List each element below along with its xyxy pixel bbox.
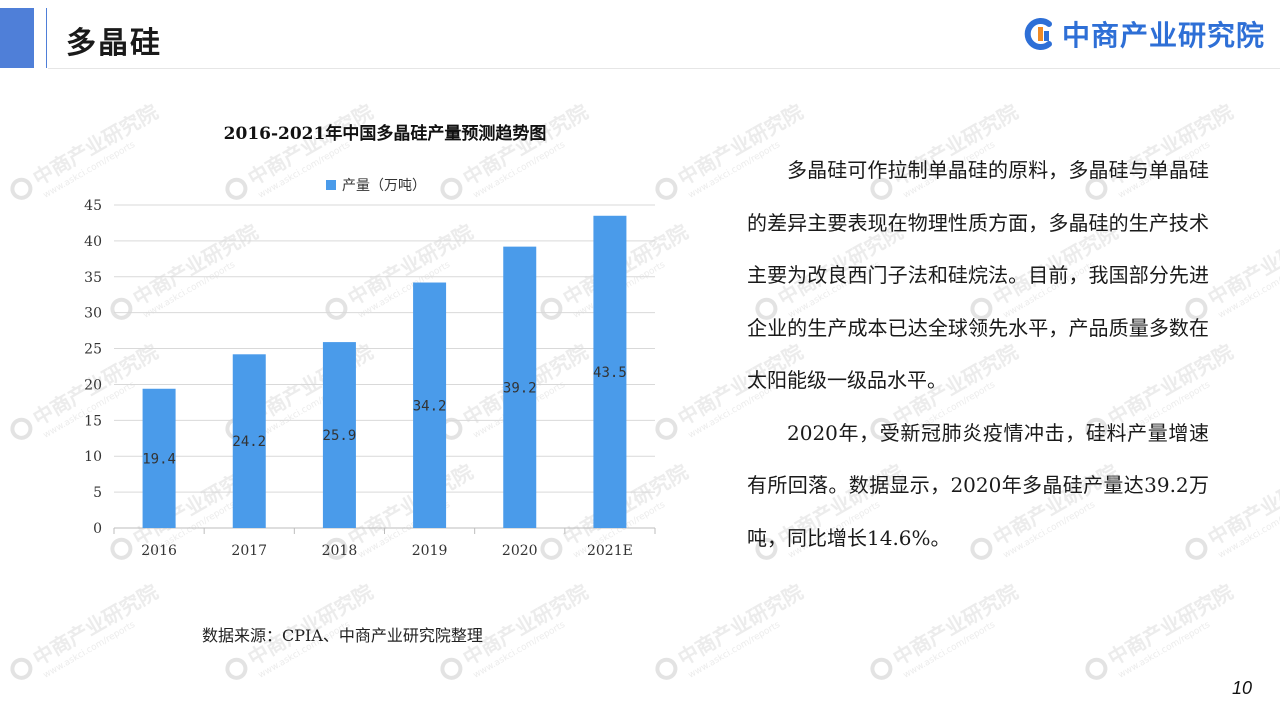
bar-chart: 产量（万吨） 0 5 10 15 20 25 30 35 40 45 19.4 2016 24.2 2017…: [84, 178, 656, 559]
watermark-url: www.askci.com/reports: [1117, 620, 1213, 681]
legend-label: 产量（万吨）: [342, 178, 426, 194]
watermark-url: www.askci.com/reports: [902, 620, 998, 681]
x-tick-label: 2019: [412, 543, 448, 559]
chart-legend: 产量（万吨）: [326, 178, 426, 194]
x-tick-label: 2018: [322, 543, 358, 559]
watermark-logo-icon: [870, 657, 893, 680]
bar-2019: [413, 282, 447, 528]
y-tick-label: 10: [84, 449, 102, 465]
bar-2020: [503, 246, 537, 528]
data-label: 34.2: [413, 398, 447, 414]
watermark-text: 中商产业研究院: [1104, 580, 1237, 671]
brand-logo-text: 中商产业研究院: [1062, 19, 1266, 52]
bar-2018: [322, 342, 356, 528]
watermark-url: www.askci.com/reports: [472, 620, 568, 681]
title-accent-bar: [0, 8, 34, 68]
watermark-logo-icon: [655, 657, 678, 680]
legend-swatch: [326, 180, 336, 190]
paragraph-1: 多晶硅可作拉制单晶硅的原料，多晶硅与单晶硅的差异主要表现在物理性质方面，多晶硅的…: [747, 158, 1209, 392]
watermark-url: www.askci.com/reports: [1217, 260, 1280, 321]
x-tick-label: 2016: [141, 543, 177, 559]
x-tick-label: 2021E: [587, 543, 633, 559]
bar-2016: [142, 388, 176, 528]
brand-logo: 中商产业研究院: [1022, 14, 1265, 54]
watermark-url: www.askci.com/reports: [687, 620, 783, 681]
bar-2017: [232, 354, 266, 528]
data-label: 24.2: [232, 434, 266, 450]
data-label: 39.2: [503, 380, 537, 396]
data-label: 25.9: [323, 428, 357, 444]
y-tick-label: 45: [84, 198, 102, 214]
x-tick-label: 2020: [502, 543, 538, 559]
source-note: 数据来源：CPIA、中商产业研究院整理: [202, 626, 483, 645]
watermark-logo-icon: [440, 657, 463, 680]
y-tick-label: 5: [93, 485, 102, 501]
title-separator: [46, 8, 47, 68]
watermark-logo-icon: [10, 657, 33, 680]
watermark-url: www.askci.com/reports: [42, 620, 138, 681]
page-title: 多晶硅: [66, 26, 162, 61]
watermark-logo-icon: [225, 657, 248, 680]
brand-logo-icon: [1024, 18, 1052, 50]
header-divider: [48, 68, 1280, 69]
x-tick-label: 2017: [231, 543, 267, 559]
watermark-url: www.askci.com/reports: [1217, 500, 1280, 561]
data-label: 43.5: [593, 365, 627, 381]
y-tick-label: 30: [84, 306, 102, 322]
watermark-text: 中商产业研究院: [889, 580, 1022, 671]
paragraph-2: 2020年，受新冠肺炎疫情冲击，硅料产量增速有所回落。数据显示，2020年多晶硅…: [747, 420, 1209, 550]
y-tick-label: 35: [84, 270, 102, 286]
body-text: 多晶硅可作拉制单晶硅的原料，多晶硅与单晶硅的差异主要表现在物理性质方面，多晶硅的…: [747, 144, 1209, 564]
watermark-text: 中商产业研究院: [1204, 460, 1280, 551]
bar-2021E: [593, 215, 627, 528]
y-tick-label: 0: [93, 521, 102, 537]
page-number: 10: [1232, 678, 1253, 698]
watermark-text: 中商产业研究院: [1204, 220, 1280, 311]
data-label: 19.4: [142, 451, 176, 467]
y-tick-label: 15: [84, 413, 102, 429]
y-tick-label: 20: [84, 377, 102, 393]
y-tick-label: 40: [84, 234, 102, 250]
y-tick-label: 25: [84, 342, 102, 358]
chart-title: 2016-2021年中国多晶硅产量预测趋势图: [223, 124, 547, 144]
watermark-logo-icon: [1085, 657, 1108, 680]
